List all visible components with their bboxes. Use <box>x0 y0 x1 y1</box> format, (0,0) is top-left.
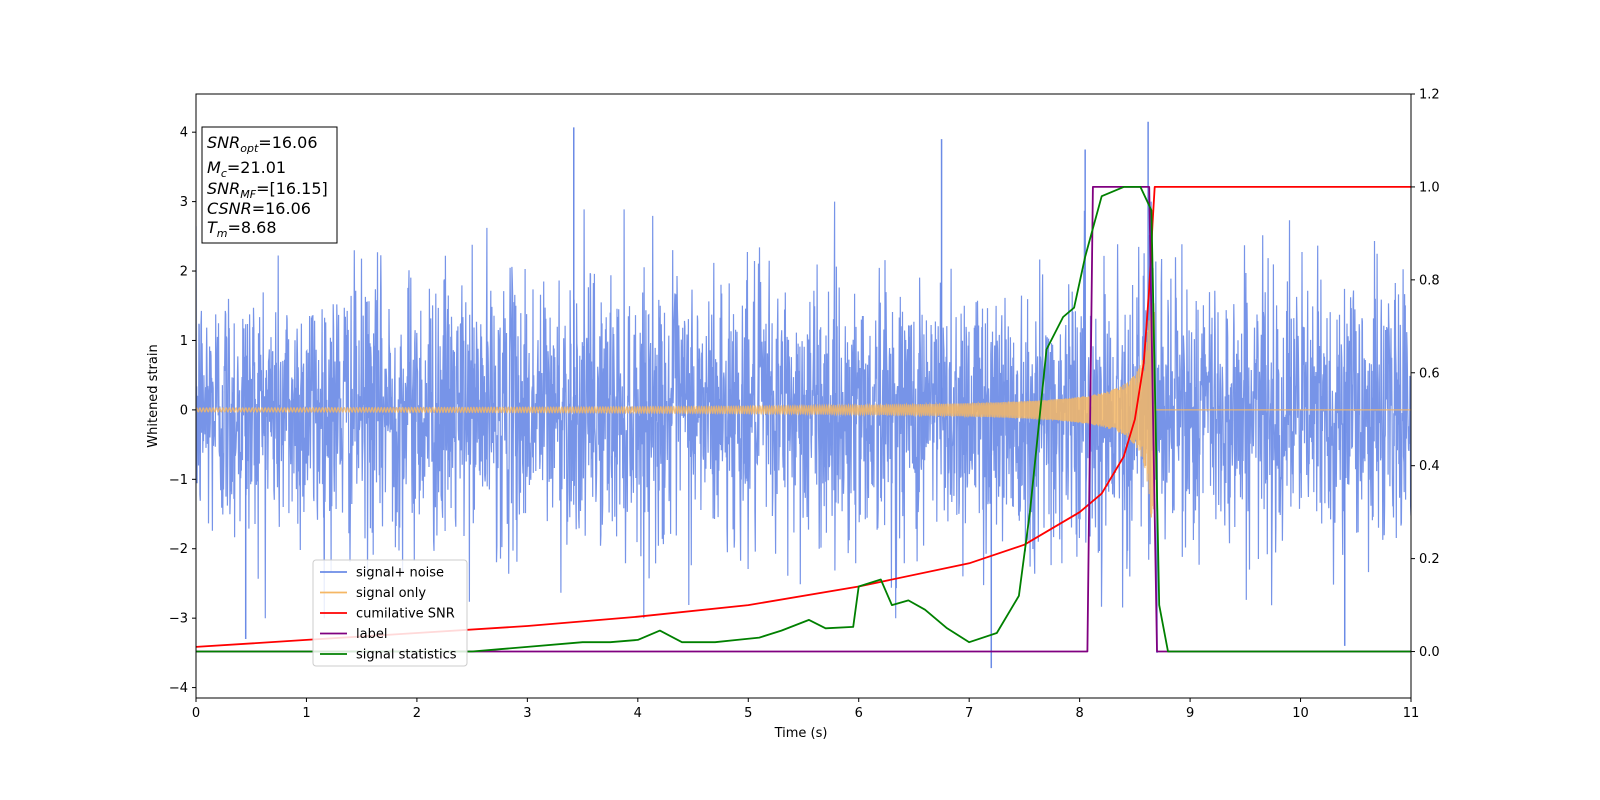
mc-text: Mc=21.01 <box>207 158 286 180</box>
y2-tick-label: 1.0 <box>1419 180 1440 195</box>
x-tick-label: 1 <box>302 706 310 721</box>
legend-signal-only-label: signal only <box>356 586 426 601</box>
x-axis-ticks: 0 1 2 3 4 5 6 7 8 9 10 11 <box>192 698 1419 721</box>
x-tick-label: 10 <box>1292 706 1309 721</box>
y-tick-label: 4 <box>180 126 188 141</box>
x-tick-label: 4 <box>634 706 642 721</box>
x-tick-label: 2 <box>413 706 421 721</box>
y2-tick-label: 0.6 <box>1419 366 1440 381</box>
signal-only-series <box>196 302 1411 518</box>
y-tick-label: 3 <box>180 195 188 210</box>
x-axis-label: Time (s) <box>774 726 828 741</box>
legend-signal-noise-label: signal+ noise <box>356 566 444 581</box>
tm-text: Tm=8.68 <box>207 218 277 240</box>
cumulative-snr-line <box>196 186 1411 648</box>
y-tick-label: −2 <box>169 542 188 557</box>
y-tick-label: −1 <box>169 473 188 488</box>
y2-tick-label: 0.4 <box>1419 459 1440 474</box>
x-tick-label: 3 <box>523 706 531 721</box>
plot-frame <box>195 93 1412 699</box>
snr-opt-text: SNRopt=16.06 <box>207 133 318 155</box>
x-tick-label: 7 <box>965 706 973 721</box>
y-tick-label: 0 <box>180 403 188 418</box>
signal-noise-line <box>196 201 1411 619</box>
x-tick-label: 8 <box>1075 706 1083 721</box>
y-axis-label: Whitened strain <box>146 344 161 447</box>
legend-label-label: label <box>356 627 387 642</box>
y-tick-label: −4 <box>169 681 188 696</box>
x-tick-label: 5 <box>744 706 752 721</box>
y2-tick-label: 0.8 <box>1419 273 1440 288</box>
y-tick-label: 2 <box>180 265 188 280</box>
y-tick-label: −3 <box>169 612 188 627</box>
y2-tick-label: 0.0 <box>1419 645 1440 660</box>
y2-axis-ticks: 0.0 0.2 0.4 0.6 0.8 1.0 1.2 <box>1411 88 1440 660</box>
right-axis-series <box>196 186 1411 653</box>
x-tick-label: 9 <box>1186 706 1194 721</box>
y-axis-ticks: −4 −3 −2 −1 0 1 2 3 4 <box>169 126 196 696</box>
y-tick-label: 1 <box>180 334 188 349</box>
signal-only-line <box>196 302 1411 518</box>
legend: signal+ noise signal only cumilative SNR la… <box>312 559 468 667</box>
x-tick-label: 11 <box>1403 706 1420 721</box>
x-tick-label: 0 <box>192 706 200 721</box>
annotation-box: SNRopt=16.06 Mc=21.01 SNRMF=[16.15] CSNR… <box>201 126 338 244</box>
snr-mf-text: SNRMF=[16.15] <box>207 179 328 201</box>
x-tick-label: 6 <box>855 706 863 721</box>
signal-statistics-line <box>196 186 1411 653</box>
legend-cumulative-snr-label: cumilative SNR <box>356 607 455 622</box>
y2-tick-label: 1.2 <box>1419 88 1440 103</box>
y2-tick-label: 0.2 <box>1419 552 1440 567</box>
legend-signal-statistics-label: signal statistics <box>356 648 457 663</box>
csnr-text: CSNR=16.06 <box>207 199 311 218</box>
